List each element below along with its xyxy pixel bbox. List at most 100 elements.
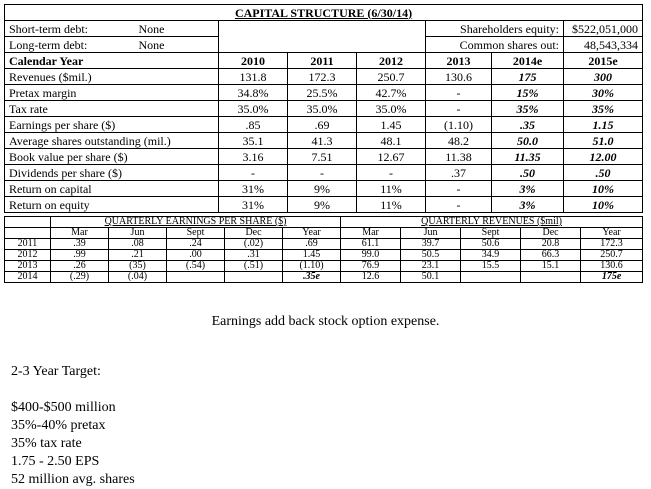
quarterly-cell: .35e xyxy=(281,271,342,283)
quarterly-cell: 99.0 xyxy=(340,249,402,261)
value-cell: - xyxy=(425,100,492,117)
estimate-cell: 35% xyxy=(562,100,644,117)
quarterly-column-header: Year xyxy=(580,227,644,239)
capital-structure-table: CAPITAL STRUCTURE (6/30/14) Short-term d… xyxy=(3,4,644,213)
value-cell: - xyxy=(356,164,426,181)
quarterly-cell: (.54) xyxy=(166,260,225,272)
long-term-debt-label: Long-term debt: xyxy=(4,36,135,53)
quarterly-cell: 50.1 xyxy=(400,271,462,283)
annual-row: Average shares outstanding (mil.) 35.1 41.… xyxy=(4,132,644,149)
estimate-cell: 3% xyxy=(491,180,564,197)
value-cell: 11% xyxy=(356,180,426,197)
value-cell: 48.2 xyxy=(425,132,492,149)
quarterly-column-header: Mar xyxy=(50,227,109,239)
header-calendar-year: Calendar Year xyxy=(4,52,219,69)
quarterly-year: 2012 xyxy=(4,249,51,261)
value-cell: 35.0% xyxy=(356,100,426,117)
quarterly-eps-title: QUARTERLY EARNINGS PER SHARE ($) xyxy=(49,216,342,228)
value-cell: 34.8% xyxy=(218,84,288,101)
quarterly-revenues-title: QUARTERLY REVENUES ($mil) xyxy=(340,216,644,228)
value-cell: 35.0% xyxy=(287,100,357,117)
short-term-debt-label: Short-term debt: xyxy=(4,20,135,37)
quarterly-cell: 20.8 xyxy=(520,238,582,250)
estimate-cell: 1.15 xyxy=(562,116,644,133)
quarterly-cell: .08 xyxy=(108,238,167,250)
quarterly-cell: .21 xyxy=(108,249,167,261)
annual-row: Pretax margin 34.8% 25.5% 42.7% -15% 30% xyxy=(4,84,644,101)
quarterly-cell: .39 xyxy=(50,238,109,250)
quarterly-row: 2014 (.29) (.04) .35e 12.6 50.1 175e xyxy=(4,271,644,283)
note-text: Earnings add back stock option expense. xyxy=(211,314,440,329)
quarterly-year: 2011 xyxy=(4,238,51,250)
quarterly-column-header: Jun xyxy=(400,227,462,239)
estimate-cell: 15% xyxy=(491,84,564,101)
quarterly-column-header: Dec xyxy=(224,227,283,239)
value-cell: 9% xyxy=(287,196,357,213)
quarterly-cell: (.04) xyxy=(108,271,167,283)
row-label: Dividends per share ($) xyxy=(4,164,219,181)
estimate-cell: 30% xyxy=(562,84,644,101)
quarterly-cell: (.29) xyxy=(50,271,109,283)
quarterly-column-header: Year xyxy=(281,227,342,239)
quarterly-cell: 39.7 xyxy=(400,238,462,250)
quarterly-cell: (.02) xyxy=(224,238,283,250)
value-cell: 11.38 xyxy=(425,148,492,165)
value-cell: 11% xyxy=(356,196,426,213)
value-cell: (1.10) xyxy=(425,116,492,133)
quarterly-cell: 1.45 xyxy=(281,249,342,261)
value-cell: - xyxy=(218,164,288,181)
value-cell: - xyxy=(425,84,492,101)
annual-row: Earnings per share ($) .85.69 1.45 (1.10) .3… xyxy=(4,116,644,133)
value-cell: 31% xyxy=(218,180,288,197)
quarterly-row: 2012.99.21.00.31 1.45 99.0 50.5 34.9 66.3 250.… xyxy=(4,249,644,261)
quarterly-year: 2013 xyxy=(4,260,51,272)
value-cell: .37 xyxy=(425,164,492,181)
quarterly-cell: .69 xyxy=(281,238,342,250)
annual-row: Revenues ($mil.) 131.8 172.3 250.7 130.6 175 3… xyxy=(4,68,644,85)
quarterly-year: 2014 xyxy=(4,271,51,283)
annual-row: Tax rate 35.0% 35.0% 35.0% -35% 35% xyxy=(4,100,644,117)
annual-row: Book value per share ($) 3.16 7.51 12.67 11.… xyxy=(4,148,644,165)
quarterly-cell: .26 xyxy=(50,260,109,272)
quarterly-cell: (35) xyxy=(108,260,167,272)
row-label: Book value per share ($) xyxy=(4,148,219,165)
row-label: Revenues ($mil.) xyxy=(4,68,219,85)
estimate-cell: 300 xyxy=(562,68,644,85)
capital-structure-blank xyxy=(218,20,426,53)
header-year: 2010 xyxy=(218,52,288,69)
annual-table: CAPITAL STRUCTURE (6/30/14) Short-term d… xyxy=(3,4,644,213)
quarterly-cell: 61.1 xyxy=(340,238,402,250)
estimate-cell: 35% xyxy=(491,100,564,117)
value-cell: 12.67 xyxy=(356,148,426,165)
quarterly-cell: 66.3 xyxy=(520,249,582,261)
estimate-cell: .50 xyxy=(491,164,564,181)
quarterly-cell: 172.3 xyxy=(580,238,644,250)
shares-label: Common shares out: xyxy=(425,36,564,53)
quarterly-column-header: Sept xyxy=(460,227,522,239)
target-heading: 2-3 Year Target: xyxy=(11,364,101,379)
value-cell: 35.1 xyxy=(218,132,288,149)
quarterly-cell: (.51) xyxy=(224,260,283,272)
estimate-cell: 51.0 xyxy=(562,132,644,149)
value-cell: 31% xyxy=(218,196,288,213)
quarterly-cell: 50.5 xyxy=(400,249,462,261)
quarterly-column-header: Sept xyxy=(166,227,225,239)
estimate-cell: .50 xyxy=(562,164,644,181)
quarterly-corner xyxy=(4,227,51,239)
quarterly-corner xyxy=(4,216,51,228)
header-year: 2012 xyxy=(356,52,426,69)
shares-value: 48,543,334 xyxy=(562,36,644,53)
header-year: 2014e xyxy=(491,52,564,69)
quarterly-cell: 130.6 xyxy=(580,260,644,272)
estimate-cell: 3% xyxy=(491,196,564,213)
row-label: Tax rate xyxy=(4,100,219,117)
row-label: Return on capital xyxy=(4,180,219,197)
target-line: $400-$500 million xyxy=(11,400,116,415)
target-line: 35%-40% pretax xyxy=(11,418,106,433)
value-cell: .85 xyxy=(218,116,288,133)
value-cell: 7.51 xyxy=(287,148,357,165)
quarterly-cell: 12.6 xyxy=(340,271,402,283)
value-cell: 131.8 xyxy=(218,68,288,85)
value-cell: 130.6 xyxy=(425,68,492,85)
